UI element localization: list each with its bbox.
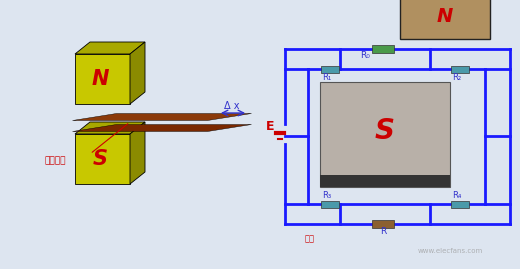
- Bar: [320, 175, 450, 187]
- Polygon shape: [75, 122, 145, 134]
- Polygon shape: [72, 125, 252, 132]
- Text: R: R: [380, 228, 386, 236]
- Text: S: S: [375, 117, 395, 145]
- Polygon shape: [75, 42, 145, 54]
- Bar: [321, 65, 339, 73]
- Text: Δ x: Δ x: [224, 101, 240, 111]
- Text: E: E: [266, 119, 274, 133]
- Text: R₁: R₁: [322, 73, 332, 82]
- Text: N: N: [92, 69, 109, 89]
- Text: 输出: 输出: [305, 235, 315, 243]
- Text: R₂: R₂: [452, 73, 462, 82]
- Bar: [75, 54, 130, 104]
- Text: R₃: R₃: [322, 192, 332, 200]
- Bar: [75, 134, 130, 184]
- Text: 磁阻元件: 磁阻元件: [44, 157, 66, 165]
- Text: www.elecfans.com: www.elecfans.com: [418, 248, 483, 254]
- Bar: [321, 200, 339, 207]
- Text: R₄: R₄: [452, 192, 462, 200]
- Polygon shape: [130, 42, 145, 104]
- Text: N: N: [437, 7, 453, 26]
- Text: S: S: [93, 149, 108, 169]
- Bar: [372, 220, 394, 228]
- Text: R₀: R₀: [360, 51, 370, 61]
- Bar: [320, 82, 450, 187]
- Polygon shape: [130, 122, 145, 184]
- Bar: [400, 0, 490, 39]
- Bar: [451, 200, 469, 207]
- Bar: [451, 65, 469, 73]
- Polygon shape: [72, 114, 252, 121]
- Bar: [372, 45, 394, 53]
